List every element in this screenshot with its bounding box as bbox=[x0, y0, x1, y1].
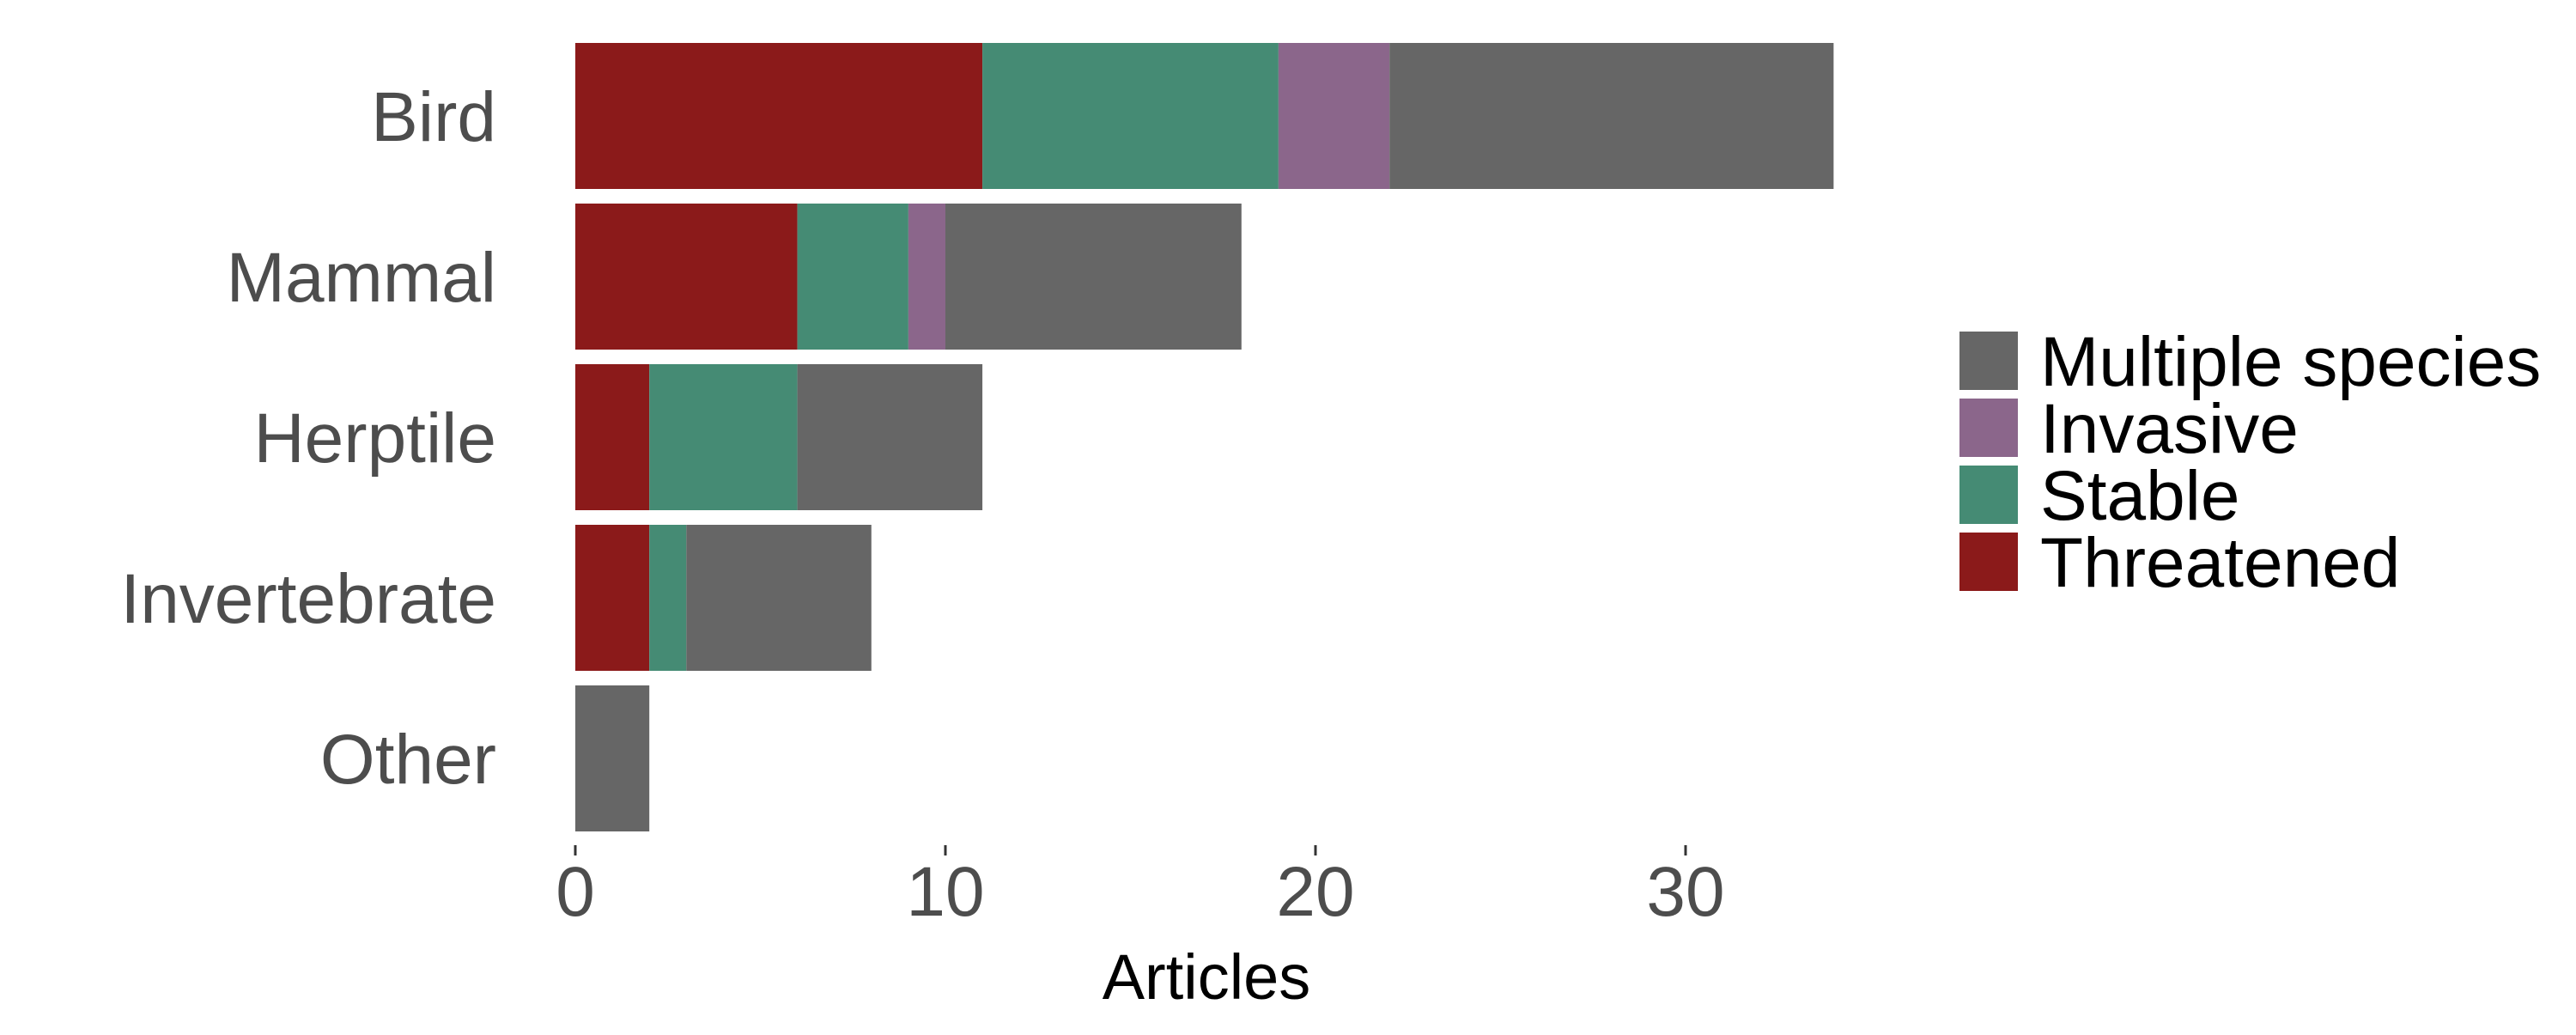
legend-label-multiple-species: Multiple species bbox=[2040, 323, 2541, 401]
legend-key-invasive bbox=[1959, 399, 2018, 457]
category-label-mammal: Mammal bbox=[227, 239, 496, 317]
bar-bird-stable bbox=[982, 43, 1279, 189]
category-label-other: Other bbox=[320, 721, 496, 799]
x-axis-title: Articles bbox=[1103, 941, 1311, 1013]
category-label-invertebrate: Invertebrate bbox=[120, 560, 496, 638]
bar-mammal-multiple-species bbox=[945, 204, 1242, 350]
bar-mammal-invasive bbox=[908, 204, 945, 350]
category-label-herptile: Herptile bbox=[253, 399, 496, 478]
x-tick-label-0: 0 bbox=[556, 853, 595, 931]
x-tick-label-20: 20 bbox=[1276, 853, 1354, 931]
x-tick-label-10: 10 bbox=[906, 853, 984, 931]
bar-bird-invasive bbox=[1278, 43, 1390, 189]
legend-key-stable bbox=[1959, 466, 2018, 524]
bar-other-multiple-species bbox=[575, 685, 650, 831]
bar-herptile-threatened bbox=[575, 364, 650, 510]
category-label-bird: Bird bbox=[371, 78, 496, 156]
x-axis: 0 10 20 30 bbox=[556, 845, 1725, 931]
bar-invertebrate-threatened bbox=[575, 525, 650, 671]
bar-mammal-threatened bbox=[575, 204, 798, 350]
legend-label-invasive: Invasive bbox=[2040, 390, 2299, 468]
bar-mammal-stable bbox=[797, 204, 908, 350]
bar-herptile-stable bbox=[649, 364, 798, 510]
category-labels: Bird Mammal Herptile Invertebrate Other bbox=[120, 78, 496, 799]
legend-key-threatened bbox=[1959, 533, 2018, 591]
x-tick-label-30: 30 bbox=[1646, 853, 1724, 931]
bar-invertebrate-stable bbox=[649, 525, 687, 671]
bar-invertebrate-multiple-species bbox=[686, 525, 872, 671]
legend-key-multiple-species bbox=[1959, 332, 2018, 390]
legend-label-threatened: Threatened bbox=[2040, 524, 2400, 602]
bar-herptile-multiple-species bbox=[797, 364, 983, 510]
legend-label-stable: Stable bbox=[2040, 457, 2240, 535]
bars-group bbox=[575, 43, 1834, 831]
bar-bird-threatened bbox=[575, 43, 983, 189]
bar-bird-multiple-species bbox=[1389, 43, 1834, 189]
